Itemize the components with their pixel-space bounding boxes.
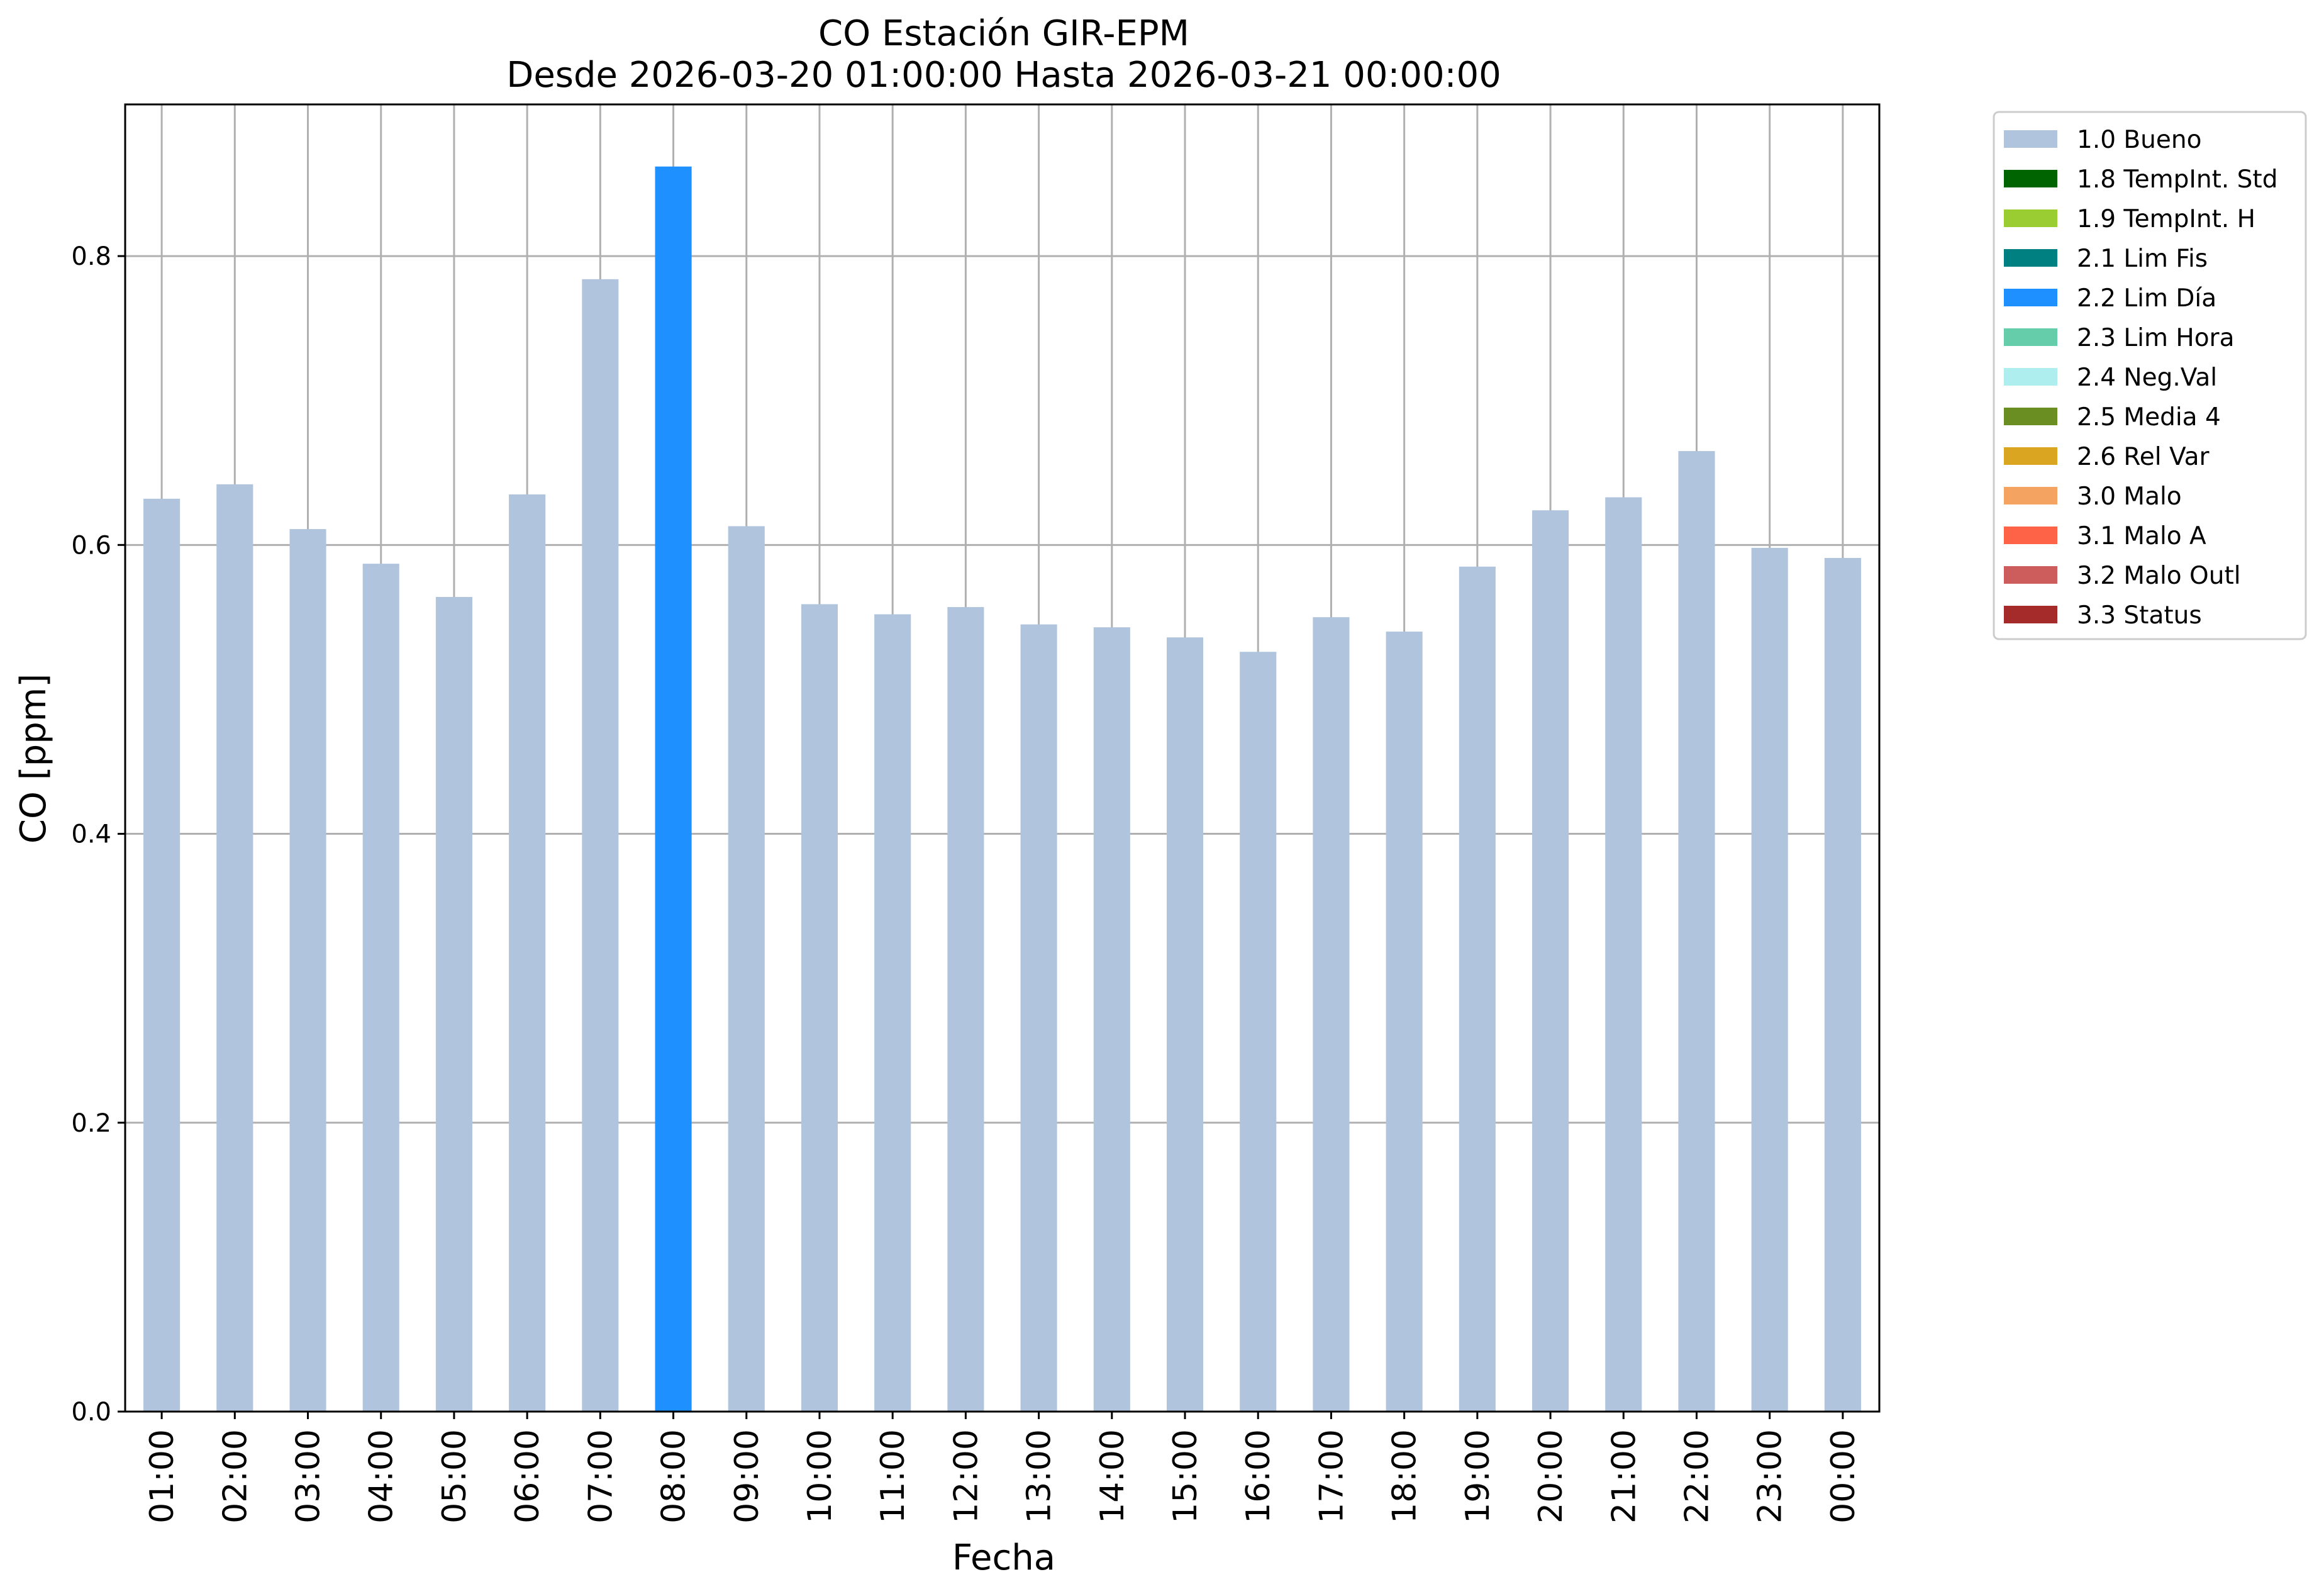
x-tick-label: 12:00 (947, 1429, 985, 1524)
legend-label: 1.9 TempInt. H (2077, 205, 2255, 233)
y-tick-label: 0.2 (71, 1109, 111, 1138)
bar-2300 (1751, 547, 1788, 1412)
legend-label: 2.5 Media 4 (2077, 403, 2221, 432)
x-tick-label: 11:00 (874, 1429, 912, 1524)
bar-0600 (509, 494, 546, 1412)
bar-1700 (1313, 617, 1350, 1412)
bar-1000 (801, 604, 838, 1412)
legend-swatch (2004, 606, 2057, 623)
bar-0200 (216, 484, 253, 1412)
x-tick-label: 16:00 (1240, 1429, 1277, 1524)
bar-1500 (1166, 637, 1204, 1412)
x-tick-label: 09:00 (728, 1429, 766, 1524)
chart-subtitle: Desde 2026-03-20 01:00:00 Hasta 2026-03-… (506, 55, 1501, 96)
x-tick-label: 13:00 (1021, 1429, 1059, 1524)
bar-1900 (1459, 566, 1496, 1412)
x-tick-label: 19:00 (1459, 1429, 1497, 1524)
x-tick-label: 04:00 (363, 1429, 401, 1524)
bar-1400 (1093, 627, 1130, 1412)
legend-label: 3.1 Malo A (2077, 522, 2206, 550)
bar-1200 (947, 607, 984, 1412)
y-tick-label: 0.6 (71, 531, 111, 560)
x-tick-label: 10:00 (801, 1429, 839, 1524)
legend-swatch (2004, 289, 2057, 306)
y-axis-label: CO [ppm] (13, 674, 54, 844)
bar-1800 (1386, 632, 1423, 1412)
bar-2000 (1532, 510, 1569, 1412)
x-tick-label: 22:00 (1678, 1429, 1716, 1524)
legend-label: 2.3 Lim Hora (2077, 324, 2235, 352)
legend-swatch (2004, 447, 2057, 465)
bar-0400 (362, 564, 399, 1412)
legend-swatch (2004, 130, 2057, 148)
y-tick-label: 0.4 (71, 820, 111, 849)
legend-label: 1.0 Bueno (2077, 126, 2201, 154)
x-tick-label: 07:00 (582, 1429, 620, 1524)
legend: 1.0 Bueno 1.8 TempInt. Std 1.9 TempInt. H 2… (1993, 111, 2307, 640)
legend-label: 3.0 Malo (2077, 482, 2182, 511)
legend-label: 3.3 Status (2077, 601, 2202, 630)
x-tick-label: 18:00 (1386, 1429, 1424, 1524)
bar-0500 (435, 596, 472, 1412)
legend-swatch (2004, 527, 2057, 544)
legend-swatch (2004, 487, 2057, 504)
chart-title: CO Estación GIR-EPM (818, 13, 1189, 54)
y-axis-ticks: 0.0 0.2 0.4 0.6 0.8 (71, 242, 125, 1427)
y-tick-label: 0.0 (71, 1398, 111, 1427)
legend-label: 3.2 Malo Outl (2077, 562, 2241, 590)
bar-1100 (874, 614, 911, 1412)
x-axis-label: Fecha (952, 1537, 1055, 1578)
x-tick-label: 05:00 (436, 1429, 474, 1524)
x-tick-label: 00:00 (1825, 1429, 1862, 1524)
bar-1300 (1020, 624, 1057, 1412)
bar-1600 (1240, 652, 1277, 1412)
bars (143, 166, 1861, 1412)
legend-swatch (2004, 368, 2057, 386)
x-tick-label: 02:00 (216, 1429, 254, 1524)
bar-0900 (728, 526, 765, 1412)
x-tick-label: 23:00 (1752, 1429, 1789, 1524)
x-tick-label: 20:00 (1532, 1429, 1570, 1524)
legend-label: 2.6 Rel Var (2077, 443, 2210, 471)
bar-0100 (143, 498, 181, 1412)
legend-swatch (2004, 328, 2057, 346)
legend-swatch (2004, 249, 2057, 267)
x-tick-label: 17:00 (1313, 1429, 1350, 1524)
legend-label: 2.4 Neg.Val (2077, 364, 2217, 392)
legend-items: 1.0 Bueno 1.8 TempInt. Std 1.9 TempInt. H 2… (2004, 126, 2277, 630)
legend-swatch (2004, 209, 2057, 227)
legend-swatch (2004, 170, 2057, 187)
x-tick-label: 21:00 (1605, 1429, 1643, 1524)
bar-0300 (289, 529, 326, 1412)
bar-0800 (655, 166, 692, 1412)
x-tick-label: 01:00 (143, 1429, 181, 1524)
bar-0000 (1824, 557, 1861, 1412)
legend-label: 1.8 TempInt. Std (2077, 165, 2277, 194)
x-tick-label: 06:00 (509, 1429, 547, 1524)
legend-swatch (2004, 408, 2057, 425)
plot-frame (124, 103, 1881, 1413)
x-tick-label: 15:00 (1167, 1429, 1204, 1524)
legend-swatch (2004, 566, 2057, 584)
legend-frame (1993, 111, 2307, 640)
legend-label: 2.2 Lim Día (2077, 284, 2216, 313)
bar-0700 (582, 279, 619, 1412)
x-tick-label: 03:00 (290, 1429, 328, 1524)
bar-2200 (1678, 451, 1715, 1412)
x-tick-label: 08:00 (655, 1429, 693, 1524)
x-axis-ticks: 01:00 02:00 03:00 04:00 05:00 06:00 07:00 08:00… (143, 1412, 1862, 1524)
legend-label: 2.1 Lim Fis (2077, 245, 2208, 273)
bar-2100 (1605, 497, 1642, 1412)
y-tick-label: 0.8 (71, 242, 111, 271)
x-tick-label: 14:00 (1094, 1429, 1131, 1524)
